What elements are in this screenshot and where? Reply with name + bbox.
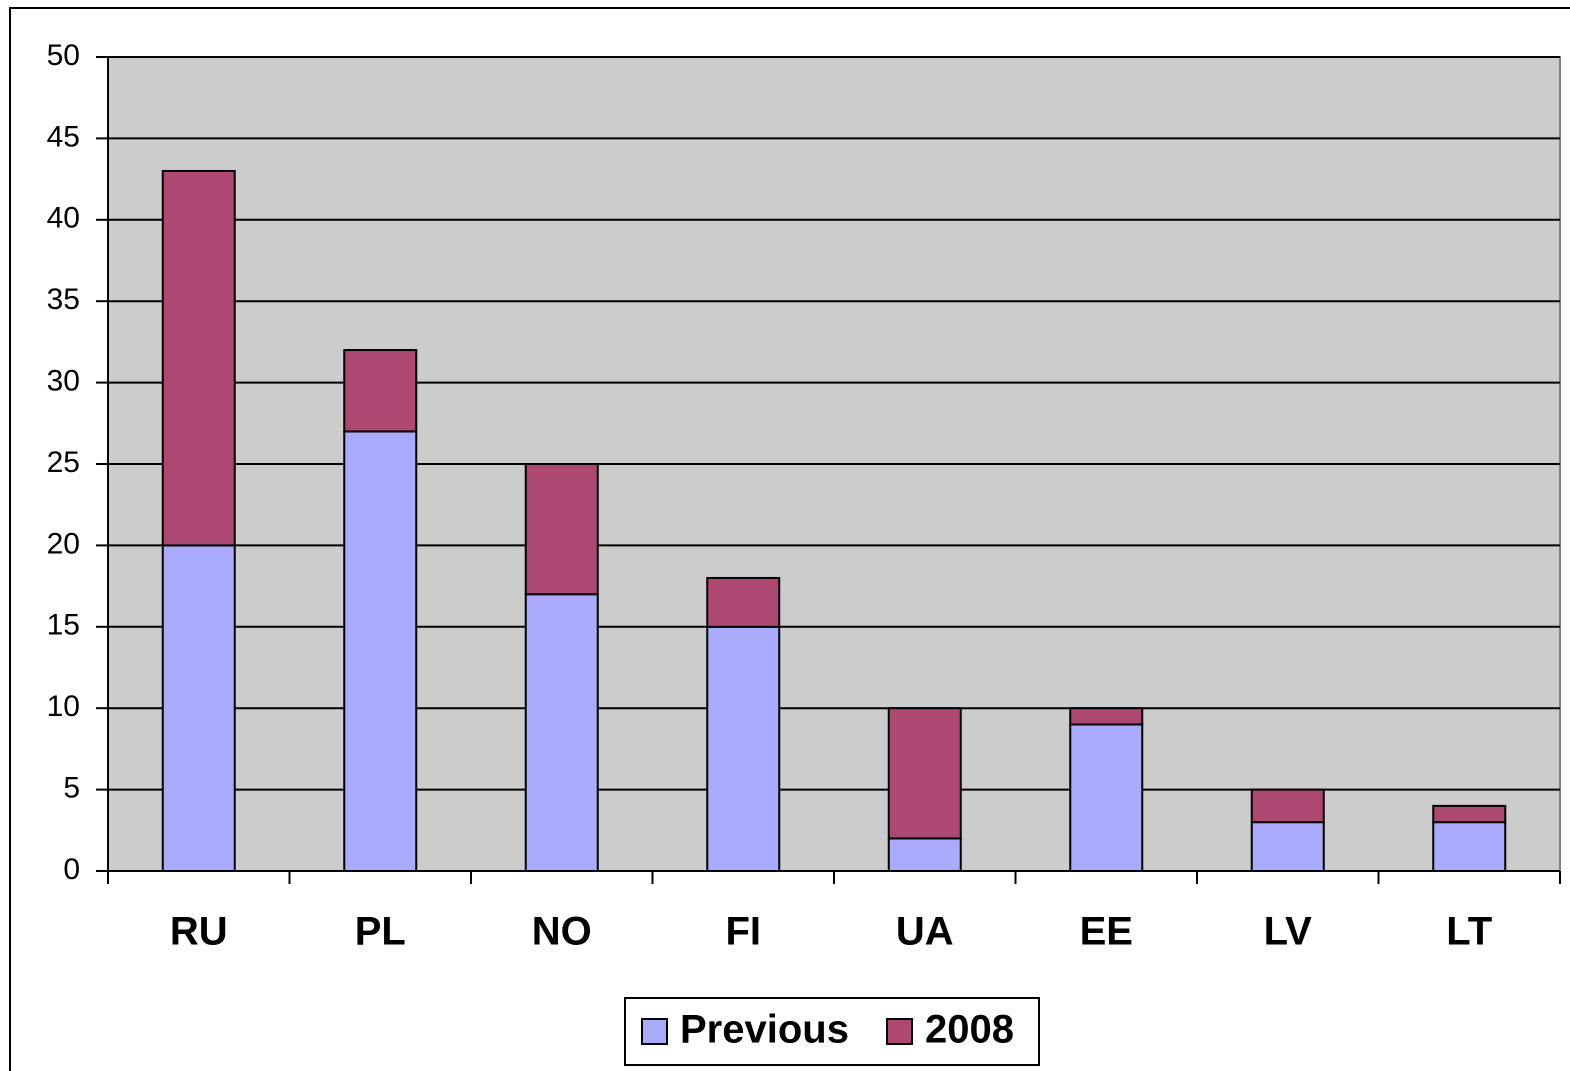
y-tick-label: 0 <box>63 853 80 886</box>
y-tick-label: 50 <box>47 39 80 72</box>
x-tick-label: LT <box>1446 910 1492 954</box>
legend-label: 2008 <box>925 1008 1014 1052</box>
bar-segment <box>706 576 781 628</box>
bar-segment <box>706 625 781 872</box>
x-tick-label: LV <box>1264 910 1312 954</box>
x-tick-label: NO <box>532 910 592 954</box>
x-tick-label: FI <box>725 910 761 954</box>
legend-label: Previous <box>680 1008 849 1052</box>
y-tick-label: 45 <box>47 120 80 153</box>
y-tick-label: 25 <box>47 446 80 479</box>
bar-segment <box>343 349 418 433</box>
legend-box <box>624 997 1040 1066</box>
bar-segment <box>1250 788 1325 824</box>
bar-segment <box>1250 821 1325 872</box>
x-tick-label: UA <box>896 910 954 954</box>
legend-swatch <box>641 1018 668 1045</box>
x-tick-label: PL <box>355 910 406 954</box>
y-tick-label: 5 <box>63 772 80 805</box>
y-tick-label: 35 <box>47 283 80 316</box>
x-tick-label: EE <box>1080 910 1133 954</box>
y-tick-label: 20 <box>47 527 80 560</box>
y-tick-label: 40 <box>47 202 80 235</box>
y-tick-label: 15 <box>47 609 80 642</box>
x-tick-label: RU <box>170 910 228 954</box>
bar-segment <box>1432 821 1507 872</box>
bar-segment <box>887 707 962 840</box>
bar-segment <box>1432 804 1507 824</box>
bar-segment <box>161 544 236 873</box>
y-tick-label: 10 <box>47 690 80 723</box>
bar-segment <box>161 169 236 547</box>
bar-segment <box>524 463 599 596</box>
bar-segment <box>1069 723 1144 872</box>
legend-swatch <box>886 1018 913 1045</box>
bar-segment <box>887 837 962 873</box>
bar-segment <box>524 593 599 872</box>
y-tick-label: 30 <box>47 365 80 398</box>
bar-segment <box>1069 707 1144 726</box>
bar-segment <box>343 430 418 872</box>
